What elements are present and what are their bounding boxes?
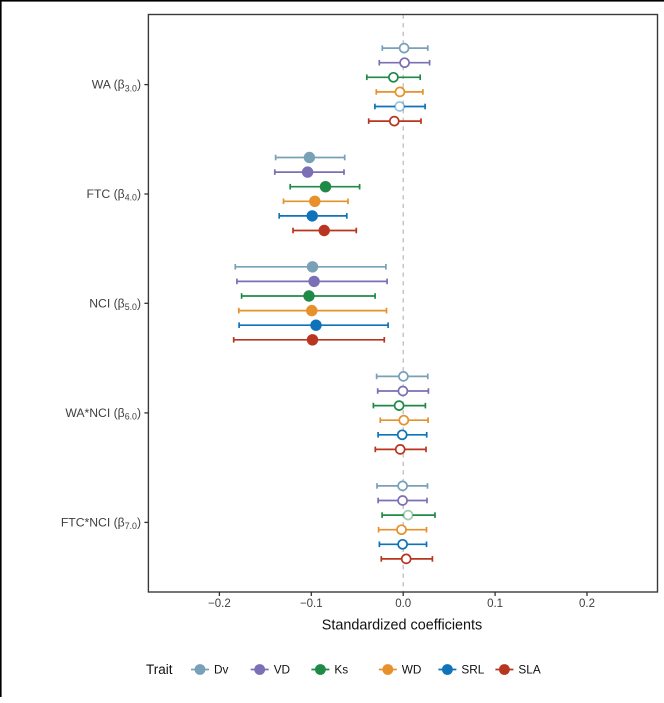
svg-text:0.2: 0.2 xyxy=(579,598,595,610)
svg-text:SRL: SRL xyxy=(461,663,484,677)
svg-text:SLA: SLA xyxy=(518,663,540,677)
svg-text:−0.1: −0.1 xyxy=(300,598,323,610)
svg-text:0.1: 0.1 xyxy=(487,598,503,610)
svg-text:WA*NCI (β6.0): WA*NCI (β6.0) xyxy=(65,406,141,422)
svg-text:Dv: Dv xyxy=(214,663,229,677)
svg-text:0.0: 0.0 xyxy=(395,598,411,610)
svg-text:Standardized coefficients: Standardized coefficients xyxy=(322,618,483,634)
svg-text:−0.2: −0.2 xyxy=(208,598,231,610)
svg-text:WD: WD xyxy=(402,663,422,677)
svg-text:Ks: Ks xyxy=(334,663,348,677)
svg-text:Trait: Trait xyxy=(146,662,173,677)
svg-text:FTC*NCI (β7.0): FTC*NCI (β7.0) xyxy=(61,516,141,532)
svg-text:VD: VD xyxy=(274,663,290,677)
